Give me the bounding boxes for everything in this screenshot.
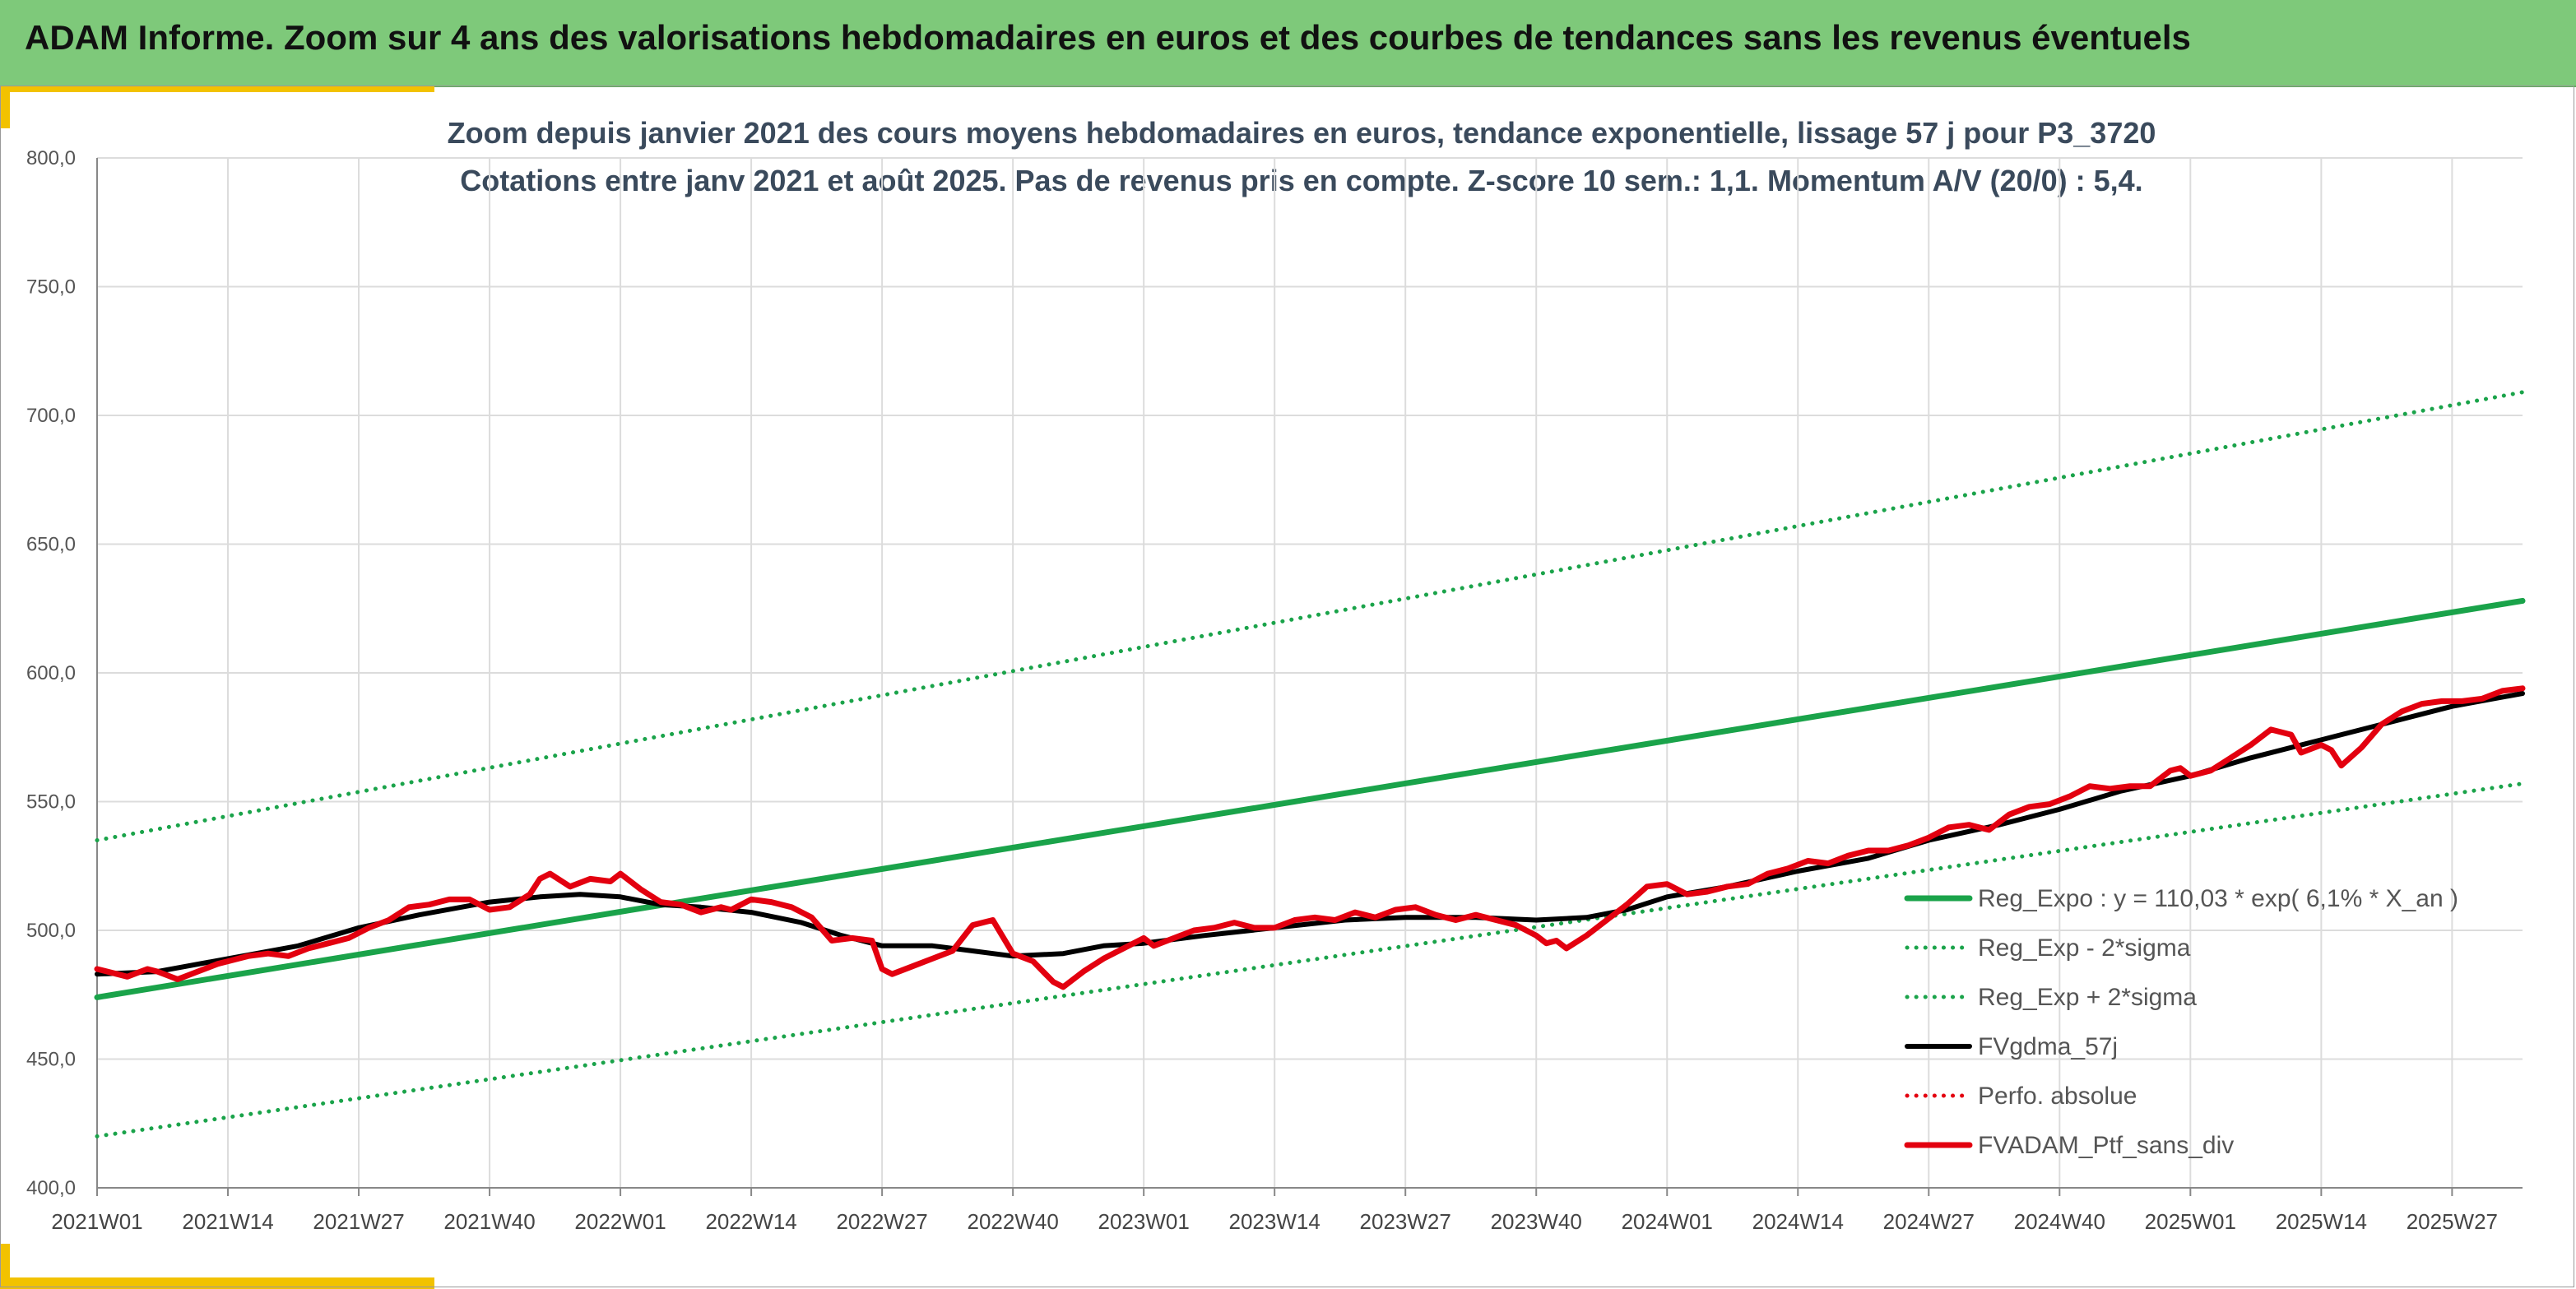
y-tick-label: 750,0 xyxy=(26,276,76,299)
series-line-2 xyxy=(95,390,2525,842)
x-tick-label: 2025W01 xyxy=(2145,1209,2236,1234)
legend-label: Reg_Exp + 2*sigma xyxy=(1978,984,2197,1011)
x-tick-label: 2023W27 xyxy=(1360,1209,1451,1234)
y-tick-label: 700,0 xyxy=(26,405,76,427)
x-tick-label: 2024W27 xyxy=(1883,1209,1975,1234)
header-bar: ADAM Informe. Zoom sur 4 ans des valoris… xyxy=(0,0,2576,87)
x-tick-label: 2022W40 xyxy=(967,1209,1058,1234)
x-tick-label: 2021W27 xyxy=(313,1209,404,1234)
x-tick-label: 2023W40 xyxy=(1491,1209,1582,1234)
y-tick-label: 450,0 xyxy=(26,1049,76,1071)
x-tick-label: 2022W14 xyxy=(705,1209,796,1234)
x-tick-label: 2021W01 xyxy=(51,1209,142,1234)
y-tick-label: 800,0 xyxy=(26,147,76,169)
accent-bar-left xyxy=(0,86,10,128)
x-tick-label: 2021W40 xyxy=(443,1209,535,1234)
x-tick-label: 2024W40 xyxy=(2014,1209,2105,1234)
x-tick-label: 2023W14 xyxy=(1229,1209,1320,1234)
series-line-1 xyxy=(95,781,2525,1138)
legend-label: Reg_Exp - 2*sigma xyxy=(1978,934,2191,962)
accent-bar-bottom xyxy=(0,1277,434,1289)
x-tick-label: 2022W27 xyxy=(836,1209,927,1234)
chart-frame xyxy=(0,86,2574,1287)
x-tick-label: 2025W14 xyxy=(2276,1209,2367,1234)
y-tick-label: 550,0 xyxy=(26,791,76,814)
page-title: ADAM Informe. Zoom sur 4 ans des valoris… xyxy=(25,18,2191,57)
series xyxy=(94,390,2526,1138)
axes: 400,0 450,0 500,0 550,0 600,0 650,0 700,0 750,0… xyxy=(26,147,2523,1234)
x-tick-label: 2025W27 xyxy=(2407,1209,2498,1234)
y-tick-label: 500,0 xyxy=(26,920,76,942)
y-tick-label: 400,0 xyxy=(26,1177,76,1199)
x-tick-label: 2024W01 xyxy=(1622,1209,1713,1234)
grid xyxy=(96,157,2523,1189)
accent-bar-top xyxy=(0,86,434,92)
series-line-3 xyxy=(95,691,2525,977)
y-tick-label: 650,0 xyxy=(26,534,76,556)
y-tick-label: 600,0 xyxy=(26,662,76,684)
legend-label: Perfo. absolue xyxy=(1978,1083,2137,1110)
legend: Reg_Expo : y = 110,03 * exp( 6,1% * X_an… xyxy=(1904,885,2458,1159)
legend-label: Reg_Expo : y = 110,03 * exp( 6,1% * X_an… xyxy=(1978,885,2458,912)
legend-label: FVgdma_57j xyxy=(1978,1033,2118,1060)
series-line-5 xyxy=(94,685,2526,990)
x-tick-label: 2022W01 xyxy=(574,1209,666,1234)
x-tick-label: 2023W01 xyxy=(1098,1209,1190,1234)
legend-label: FVADAM_Ptf_sans_div xyxy=(1978,1132,2234,1159)
x-tick-label: 2024W14 xyxy=(1752,1209,1844,1234)
chart-title-line-1: Zoom depuis janvier 2021 des cours moyen… xyxy=(448,116,2156,150)
chart-title-line-2: Cotations entre janv 2021 et août 2025. … xyxy=(460,164,2142,197)
series-line-0 xyxy=(94,597,2526,1000)
x-tick-label: 2021W14 xyxy=(182,1209,273,1234)
